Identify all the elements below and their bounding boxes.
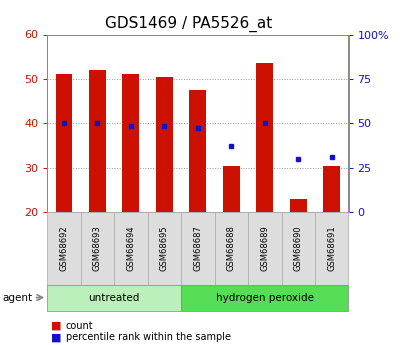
Text: GSM68692: GSM68692 [59, 226, 68, 271]
Text: GDS1469 / PA5526_at: GDS1469 / PA5526_at [105, 16, 272, 32]
Bar [189, 90, 206, 212]
Text: GSM68689: GSM68689 [260, 226, 269, 271]
Text: percentile rank within the sample: percentile rank within the sample [65, 333, 230, 342]
Text: ■: ■ [51, 321, 62, 331]
Text: GSM68690: GSM68690 [293, 226, 302, 271]
Bar [122, 75, 139, 212]
Bar [89, 70, 106, 212]
Text: count: count [65, 321, 93, 331]
Text: GSM68693: GSM68693 [93, 226, 101, 271]
Text: GSM68695: GSM68695 [160, 226, 169, 271]
Bar [155, 77, 172, 212]
Text: GSM68688: GSM68688 [226, 226, 235, 271]
Text: GSM68687: GSM68687 [193, 226, 202, 271]
Bar [289, 199, 306, 212]
Bar [222, 166, 239, 212]
Text: ■: ■ [51, 333, 62, 342]
Text: hydrogen peroxide: hydrogen peroxide [215, 293, 313, 303]
Text: untreated: untreated [88, 293, 139, 303]
Bar [323, 166, 339, 212]
Bar [256, 63, 272, 212]
Text: GSM68691: GSM68691 [326, 226, 335, 271]
Text: agent: agent [2, 293, 32, 303]
Bar [55, 75, 72, 212]
Text: GSM68694: GSM68694 [126, 226, 135, 271]
